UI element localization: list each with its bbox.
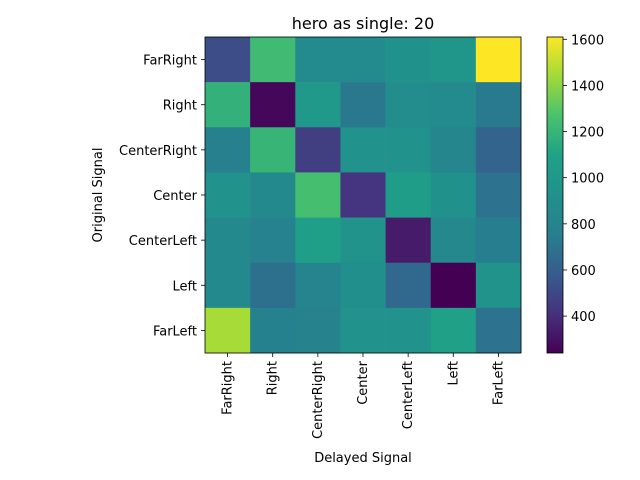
x-tick-label: CenterRight <box>311 361 326 439</box>
heatmap-cell <box>340 82 386 128</box>
heatmap-cell <box>430 82 477 128</box>
heatmap-cell <box>475 127 522 173</box>
heatmap-cell <box>205 262 251 309</box>
heatmap-cell <box>295 307 341 354</box>
y-tick-label: CenterLeft <box>129 234 197 249</box>
heatmap-cell <box>385 37 432 83</box>
heatmap-cell <box>250 37 296 83</box>
colorbar-tick-label: 1600 <box>571 33 604 48</box>
heatmap-cell <box>340 127 386 173</box>
heatmap-cell <box>250 172 296 218</box>
x-tick-label: Center <box>356 360 371 404</box>
heatmap-cell <box>385 172 432 218</box>
x-axis-label: Delayed Signal <box>314 451 412 466</box>
colorbar-tick-label: 1200 <box>571 126 604 141</box>
heatmap-cell <box>475 82 522 128</box>
heatmap-cell <box>295 172 341 218</box>
colorbar <box>546 36 564 354</box>
colorbar-tick-label: 1400 <box>571 79 604 94</box>
heatmap-cell <box>295 217 341 264</box>
heatmap-cell <box>340 307 386 354</box>
heatmap-cell <box>295 262 341 309</box>
y-tick-label: FarRight <box>143 54 197 69</box>
heatmap-cell <box>475 37 522 83</box>
x-tick-label: FarLeft <box>491 361 506 405</box>
heatmap-cell <box>205 82 251 128</box>
heatmap-cell <box>340 37 386 83</box>
heatmap-cell <box>250 82 296 128</box>
y-axis-ticks: FarRight Right CenterRight Center CenterLeft… <box>119 54 205 339</box>
colorbar-tick-label: 400 <box>571 310 596 325</box>
heatmap-cell <box>430 307 477 354</box>
heatmap-cell <box>250 262 296 309</box>
x-axis-ticks: FarRight Right CenterRight Center CenterLeft… <box>221 353 506 439</box>
heatmap-cell <box>475 217 522 264</box>
heatmap-cell <box>385 307 432 354</box>
heatmap-cell <box>250 127 296 173</box>
heatmap-cell <box>250 217 296 264</box>
heatmap-cell <box>250 307 296 354</box>
heatmap-cell <box>295 82 341 128</box>
y-tick-label: Right <box>163 99 197 114</box>
heatmap-cell <box>340 262 386 309</box>
colorbar-tick-label: 800 <box>571 218 596 233</box>
heatmap-cell <box>475 307 522 354</box>
heatmap-cell <box>205 37 251 83</box>
heatmap-cell <box>430 172 477 218</box>
heatmap-cell <box>385 262 432 309</box>
heatmap-cell <box>295 37 341 83</box>
heatmap-cell <box>385 127 432 173</box>
y-tick-label: Center <box>153 189 197 204</box>
heatmap-cell <box>295 127 341 173</box>
heatmap-cell <box>385 82 432 128</box>
y-tick-label: Left <box>173 279 197 294</box>
colorbar-ticks: 400 600 800 1000 1200 1400 1600 <box>563 33 604 325</box>
colorbar-tick-label: 600 <box>571 264 596 279</box>
heatmap-cell <box>205 127 251 173</box>
heatmap-cell <box>205 307 251 354</box>
colorbar-tick-label: 1000 <box>571 172 604 187</box>
heatmap-cell <box>475 262 522 309</box>
x-tick-label: Left <box>446 361 461 385</box>
heatmap-cell <box>385 217 432 264</box>
heatmap-cell <box>430 37 477 83</box>
heatmap-cell <box>340 217 386 264</box>
x-tick-label: CenterLeft <box>401 361 416 429</box>
heatmap-cells <box>205 37 522 354</box>
heatmap-cell <box>430 127 477 173</box>
heatmap-cell <box>340 172 386 218</box>
chart-title: hero as single: 20 <box>292 14 435 33</box>
y-tick-label: CenterRight <box>119 144 197 159</box>
heatmap-cell <box>430 262 477 309</box>
x-tick-label: Right <box>266 361 281 395</box>
heatmap-cell <box>430 217 477 264</box>
x-tick-label: FarRight <box>221 361 236 415</box>
y-tick-label: FarLeft <box>153 324 197 339</box>
heatmap-cell <box>205 217 251 264</box>
heatmap-cell <box>205 172 251 218</box>
y-axis-label: Original Signal <box>91 148 106 243</box>
heatmap-cell <box>475 172 522 218</box>
